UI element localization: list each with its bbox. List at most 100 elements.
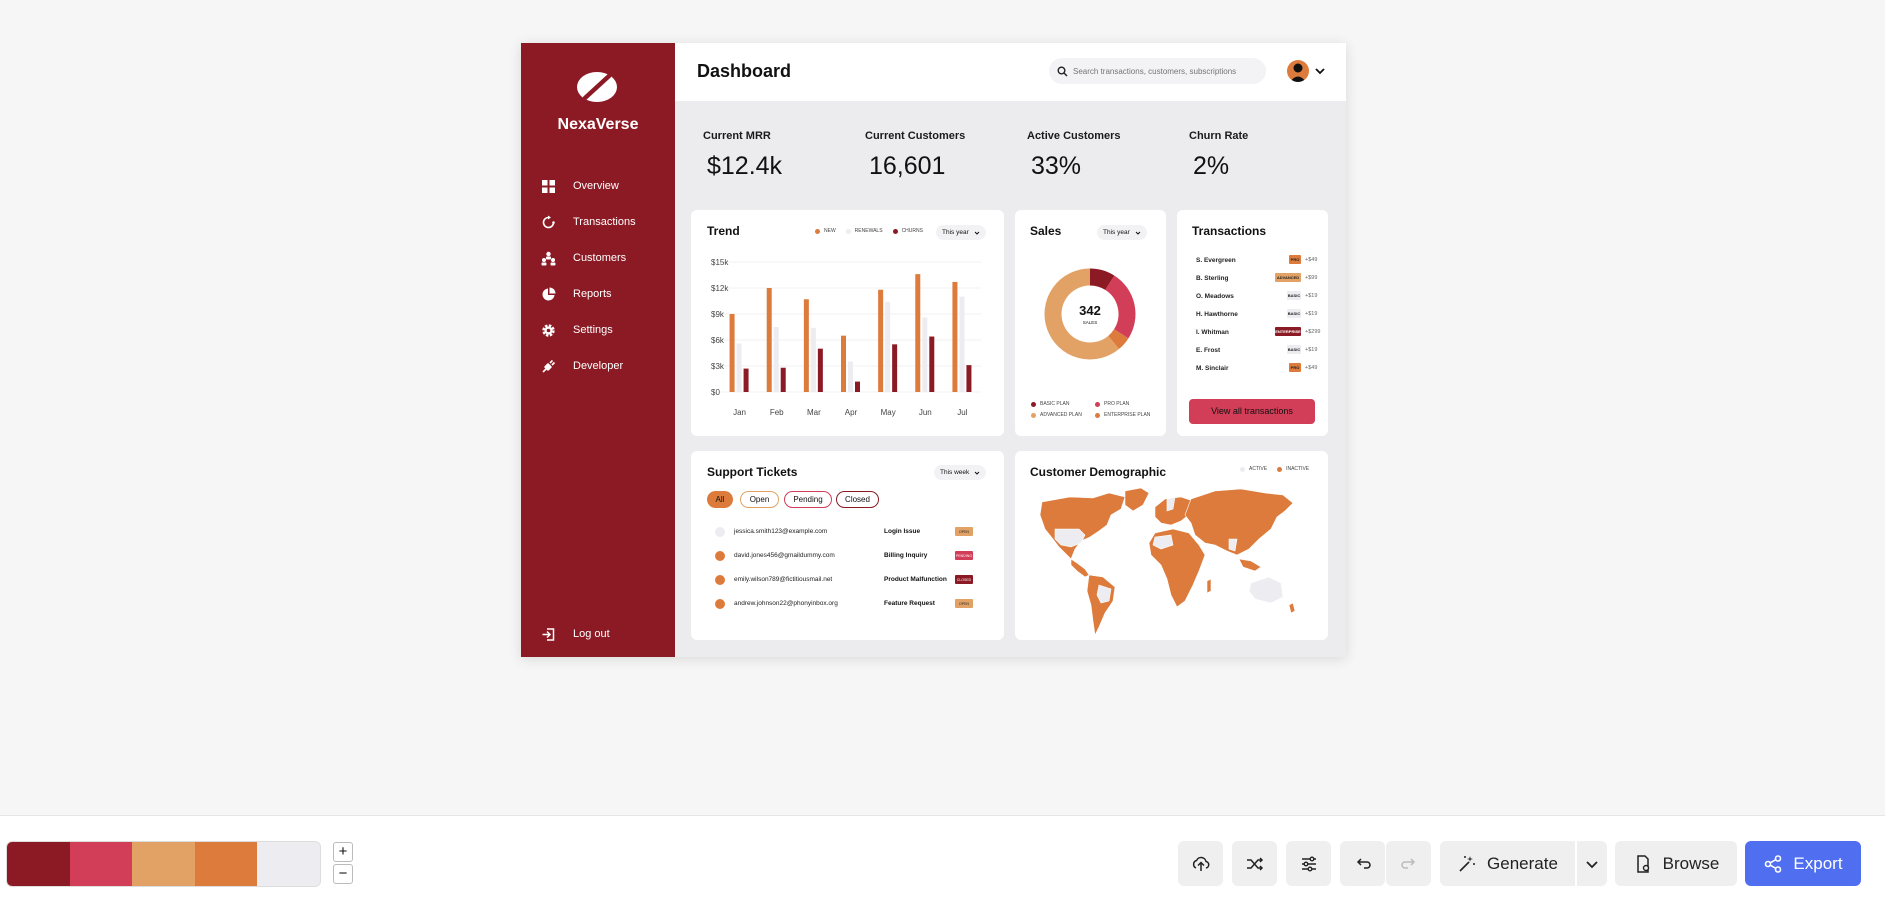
generate-label: Generate xyxy=(1487,853,1558,873)
legend-label: ACTIVE xyxy=(1249,466,1268,472)
sidebar-item-reports[interactable]: Reports xyxy=(541,283,661,305)
sales-card: Sales This year 342 SALES BASIC PLAN PRO… xyxy=(1015,210,1166,436)
ticket-row[interactable]: emily.wilson789@fictitiousmail.net Produc… xyxy=(715,573,987,587)
map-scandinavia-active xyxy=(1166,496,1176,512)
zoom-out-button[interactable]: − xyxy=(333,864,353,884)
x-tick-label: May xyxy=(881,408,896,417)
transaction-row[interactable]: I. Whitman ENTERPRISE +$299 xyxy=(1196,326,1320,340)
page-title: Dashboard xyxy=(697,61,792,81)
chevron-down-icon[interactable] xyxy=(1314,65,1326,77)
view-all-transactions-button[interactable]: View all transactions xyxy=(1189,399,1315,424)
chevron-down-icon xyxy=(974,471,980,475)
map-usa-active xyxy=(1054,528,1086,548)
filter-pending[interactable]: Pending xyxy=(784,491,832,508)
dashboard-preview: NexaVerse Overview Transactions Customer… xyxy=(521,43,1346,657)
avatar[interactable] xyxy=(1287,60,1309,82)
bar-renewals xyxy=(810,327,816,392)
sidebar-item-label: Transactions xyxy=(573,216,636,228)
transaction-name: I. Whitman xyxy=(1196,329,1229,336)
filter-all[interactable]: All xyxy=(707,491,733,508)
gear-icon xyxy=(542,323,555,337)
browse-button[interactable]: Browse xyxy=(1615,841,1737,886)
palette-swatch[interactable] xyxy=(132,842,195,886)
shuffle-button[interactable] xyxy=(1232,841,1277,886)
filter-closed[interactable]: Closed xyxy=(836,491,879,508)
tickets-title: Support Tickets xyxy=(707,465,798,479)
grid-icon xyxy=(542,179,555,193)
map-newzealand xyxy=(1288,602,1296,614)
export-button[interactable]: Export xyxy=(1745,841,1861,886)
document-icon xyxy=(1636,854,1649,873)
legend-swatch xyxy=(1031,401,1036,407)
map-central-america xyxy=(1070,558,1090,578)
bar-renewals xyxy=(773,327,779,392)
bar-renewals xyxy=(848,361,853,392)
legend-label: PRO PLAN xyxy=(1104,401,1130,407)
legend-swatch xyxy=(845,228,851,234)
x-tick-label: Jun xyxy=(919,408,932,417)
undo-button[interactable] xyxy=(1340,841,1385,886)
trend-legend: NEW RENEWALS CHURNS xyxy=(815,228,923,234)
dropdown-value: This year xyxy=(1103,229,1130,236)
sidebar-item-settings[interactable]: Settings xyxy=(541,319,661,341)
legend-label: INACTIVE xyxy=(1286,466,1310,472)
legend-swatch xyxy=(1031,412,1036,418)
transaction-row[interactable]: O. Meadows BASIC +$19 xyxy=(1196,290,1317,304)
transaction-row[interactable]: S. Evergreen PRO +$49 xyxy=(1196,254,1317,268)
sidebar-item-customers[interactable]: Customers xyxy=(541,247,661,269)
refresh-icon xyxy=(542,215,555,228)
transaction-row[interactable]: M. Sinclair PRO +$49 xyxy=(1196,362,1317,376)
stat-label: Current MRR xyxy=(703,130,771,142)
stat-card-customers: Current Customers 16,601 xyxy=(853,118,1004,194)
palette-swatch[interactable] xyxy=(7,842,70,886)
search-input[interactable] xyxy=(1073,66,1253,76)
ticket-row[interactable]: david.jones456@gmaildummy.com Billing Inq… xyxy=(715,549,987,563)
trend-period-dropdown[interactable]: This year xyxy=(936,225,986,240)
transaction-row[interactable]: E. Frost BASIC +$19 xyxy=(1196,344,1317,358)
legend-label: RENEWALS xyxy=(854,228,883,234)
palette-swatch[interactable] xyxy=(69,842,133,886)
sales-period-dropdown[interactable]: This year xyxy=(1097,225,1147,240)
trend-title: Trend xyxy=(707,224,740,238)
ticket-row[interactable]: jessica.smith123@example.com Login Issue O… xyxy=(715,525,987,539)
sidebar-item-developer[interactable]: Developer xyxy=(541,355,661,377)
generate-button[interactable]: Generate xyxy=(1440,841,1575,886)
ticket-row[interactable]: andrew.johnson22@phonyinbox.org Feature R… xyxy=(715,597,987,611)
y-tick-label: $0 xyxy=(711,388,720,397)
ticket-status-badge: OPEN xyxy=(955,599,973,608)
bar-new xyxy=(729,314,735,392)
sliders-icon xyxy=(1301,856,1316,871)
donut-slice-basic-plan xyxy=(1089,268,1115,291)
ticket-subject: Login Issue xyxy=(884,528,921,535)
palette-swatch[interactable] xyxy=(194,842,258,886)
sidebar-item-transactions[interactable]: Transactions xyxy=(541,211,661,233)
sidebar-item-label: Developer xyxy=(573,360,624,372)
redo-button[interactable] xyxy=(1386,841,1431,886)
palette-swatch[interactable] xyxy=(257,842,320,886)
brand-name: NexaVerse xyxy=(557,116,639,133)
filter-open[interactable]: Open xyxy=(740,491,779,508)
plan-badge: BASIC xyxy=(1287,309,1301,318)
logout-button[interactable]: Log out xyxy=(541,623,661,645)
transaction-row[interactable]: B. Sterling ADVANCED +$99 xyxy=(1196,272,1317,286)
shuffle-icon xyxy=(1246,856,1263,871)
stat-value: $12.4k xyxy=(707,152,783,180)
search-box[interactable] xyxy=(1049,58,1266,84)
ticket-email: david.jones456@gmaildummy.com xyxy=(734,552,835,559)
sidebar-item-overview[interactable]: Overview xyxy=(541,175,661,197)
customer-demographic-card: Customer Demographic ACTIVE INACTIVE xyxy=(1015,451,1328,640)
upload-button[interactable] xyxy=(1178,841,1223,886)
dropdown-value: This week xyxy=(940,469,970,476)
bar-churns xyxy=(929,336,935,392)
browse-label: Browse xyxy=(1662,853,1720,873)
x-tick-label: Jan xyxy=(733,408,746,417)
generate-options-button[interactable] xyxy=(1577,841,1607,886)
y-tick-label: $15k xyxy=(711,258,729,267)
adjust-button[interactable] xyxy=(1286,841,1331,886)
zoom-in-button[interactable]: + xyxy=(333,842,353,862)
map-madagascar xyxy=(1206,578,1212,594)
logout-icon xyxy=(542,627,555,641)
logo-icon xyxy=(577,72,617,102)
tickets-period-dropdown[interactable]: This week xyxy=(934,465,987,480)
transaction-row[interactable]: H. Hawthorne BASIC +$19 xyxy=(1196,308,1317,322)
